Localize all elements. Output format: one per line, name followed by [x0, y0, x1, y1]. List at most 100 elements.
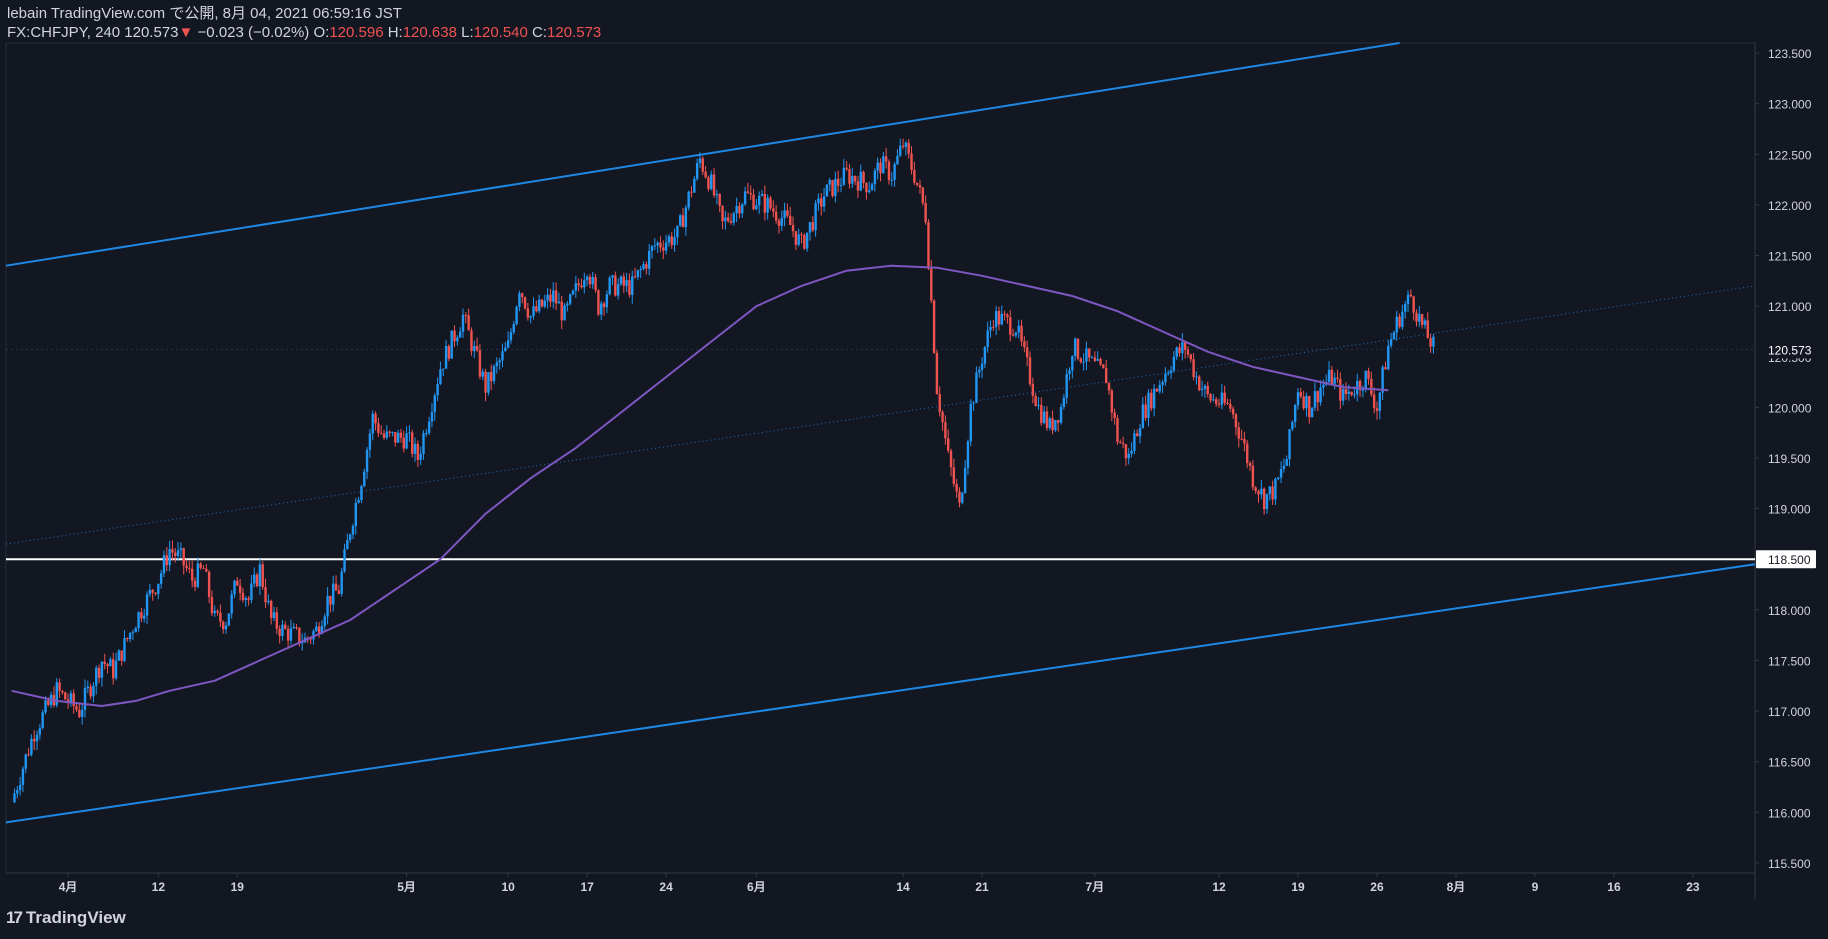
candle-body: [41, 712, 44, 729]
candle-body: [182, 548, 185, 566]
candle-body: [35, 734, 39, 742]
candle-body: [1102, 364, 1105, 369]
candle-body: [1223, 392, 1226, 403]
candle-body: [870, 184, 874, 191]
candle-body: [1265, 494, 1269, 510]
candle-body: [628, 280, 631, 295]
candle-body: [546, 294, 549, 301]
candle: [540, 298, 544, 308]
candle: [884, 147, 888, 169]
y-tick-label: 117.000: [1768, 705, 1811, 719]
candle: [230, 590, 233, 619]
candle: [1164, 367, 1167, 386]
candle-body: [388, 431, 391, 433]
candle: [363, 468, 366, 488]
symbol-label[interactable]: FX:CHFJPY, 240: [7, 24, 121, 41]
candle: [176, 541, 180, 562]
candle: [236, 577, 239, 586]
candle-body: [1189, 354, 1193, 360]
candle: [456, 335, 459, 346]
candle: [529, 315, 532, 324]
candle: [475, 337, 479, 353]
close-label: C:: [532, 24, 548, 41]
candle-body: [868, 190, 871, 193]
candle: [580, 278, 583, 289]
candle: [258, 558, 262, 595]
candle-body: [1262, 488, 1266, 510]
candle: [111, 652, 115, 685]
candle-body: [755, 205, 758, 210]
candle-body: [845, 167, 848, 170]
candle-body: [566, 303, 569, 306]
candle: [1229, 399, 1232, 413]
candle-body: [642, 264, 645, 269]
candle: [64, 691, 67, 700]
candle: [828, 177, 831, 192]
candle: [879, 158, 882, 182]
candle-body: [1085, 348, 1088, 362]
candle: [185, 559, 188, 572]
candle-body: [1339, 378, 1342, 401]
candle-body: [1059, 406, 1063, 423]
candle-body: [1229, 403, 1232, 409]
candle-body: [746, 191, 750, 193]
candle-body: [1432, 336, 1435, 347]
candle-body: [103, 661, 106, 664]
channel-upper-line: [5, 42, 1400, 267]
candle-body: [86, 686, 90, 688]
candle-body: [896, 155, 899, 165]
x-tick-label: 16: [1607, 880, 1621, 894]
candle-body: [368, 433, 372, 450]
candle-body: [887, 161, 891, 180]
candle: [1333, 372, 1336, 390]
x-tick-label: 12: [1212, 880, 1226, 894]
candle: [777, 218, 781, 234]
candle: [619, 275, 623, 286]
candle: [501, 343, 504, 368]
candle: [159, 569, 163, 589]
candle-body: [1155, 388, 1159, 392]
candle-body: [712, 174, 716, 196]
candle-body: [1186, 349, 1190, 355]
candle-body: [430, 412, 434, 422]
candle: [1057, 419, 1060, 432]
candle-body: [464, 314, 468, 316]
candle: [106, 662, 109, 674]
candle-body: [501, 351, 504, 361]
candle: [470, 327, 473, 356]
candle-body: [532, 306, 535, 317]
candle-body: [92, 685, 95, 697]
candle-body: [27, 754, 30, 756]
candle-body: [1322, 384, 1325, 388]
candle-body: [137, 612, 140, 629]
x-tick-label: 10: [501, 880, 515, 894]
candle-body: [1090, 357, 1094, 359]
candle-body: [947, 438, 950, 451]
candle: [278, 625, 281, 644]
candle-body: [653, 245, 657, 247]
candle: [876, 157, 879, 180]
candle: [941, 410, 944, 431]
candle-body: [224, 625, 228, 630]
candle-body: [529, 316, 532, 318]
candle-body: [1003, 313, 1006, 315]
candle: [622, 272, 625, 294]
candle-body: [772, 208, 775, 212]
candle: [602, 301, 606, 316]
candle-body: [1268, 486, 1271, 495]
candle-body: [1291, 421, 1294, 430]
candle: [653, 238, 657, 251]
candle: [890, 171, 893, 187]
candle-body: [253, 574, 256, 584]
candle-body: [585, 276, 589, 281]
candle-body: [151, 589, 154, 593]
candle: [377, 417, 380, 438]
candle: [216, 609, 219, 616]
candle: [935, 350, 939, 395]
candle-body: [1279, 468, 1283, 478]
candle: [128, 632, 132, 643]
candle: [568, 293, 572, 306]
candle-body: [281, 624, 284, 636]
candle: [284, 621, 287, 630]
